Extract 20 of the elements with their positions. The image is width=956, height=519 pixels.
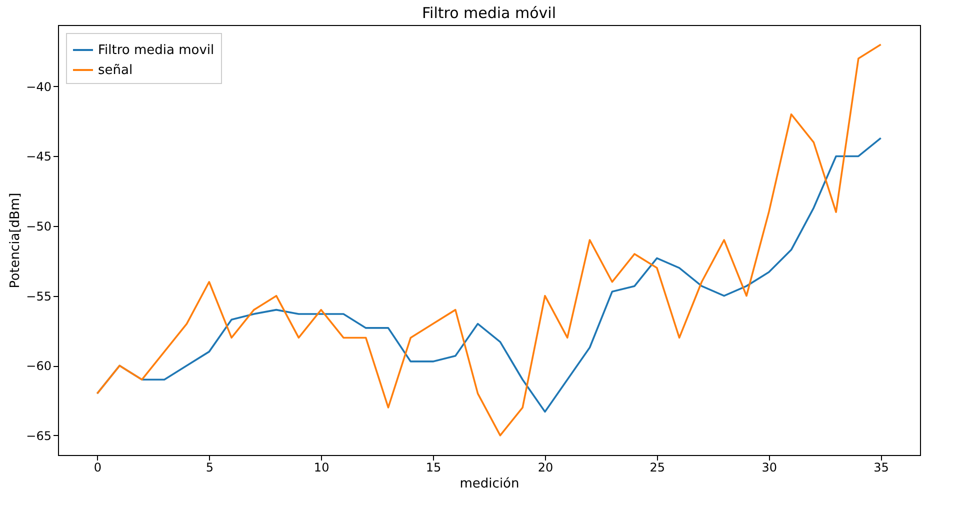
legend-label: Filtro media movil (98, 43, 214, 58)
x-tick-label: 25 (650, 460, 666, 474)
line-series (96, 44, 882, 436)
y-tick-label: −50 (26, 220, 52, 234)
y-tick-label: −45 (26, 150, 52, 164)
x-tick-label: 5 (206, 460, 214, 474)
y-tick-label: −55 (26, 289, 52, 304)
y-tick-label: −60 (26, 359, 52, 374)
x-axis-title: medición (460, 476, 520, 492)
x-tick-label: 0 (94, 460, 102, 474)
x-tick-label: 30 (762, 460, 778, 474)
y-axis-title: Potencia[dBm] (8, 192, 24, 288)
y-tick-label: −40 (26, 80, 52, 94)
y-tick-label: −65 (26, 428, 52, 443)
chart-title: Filtro media móvil (422, 4, 556, 22)
legend-label: señal (98, 63, 133, 78)
x-tick-label: 35 (874, 460, 889, 474)
x-tick-label: 15 (426, 460, 442, 474)
x-tick-label: 20 (538, 460, 554, 474)
x-tick-label: 10 (314, 460, 330, 474)
